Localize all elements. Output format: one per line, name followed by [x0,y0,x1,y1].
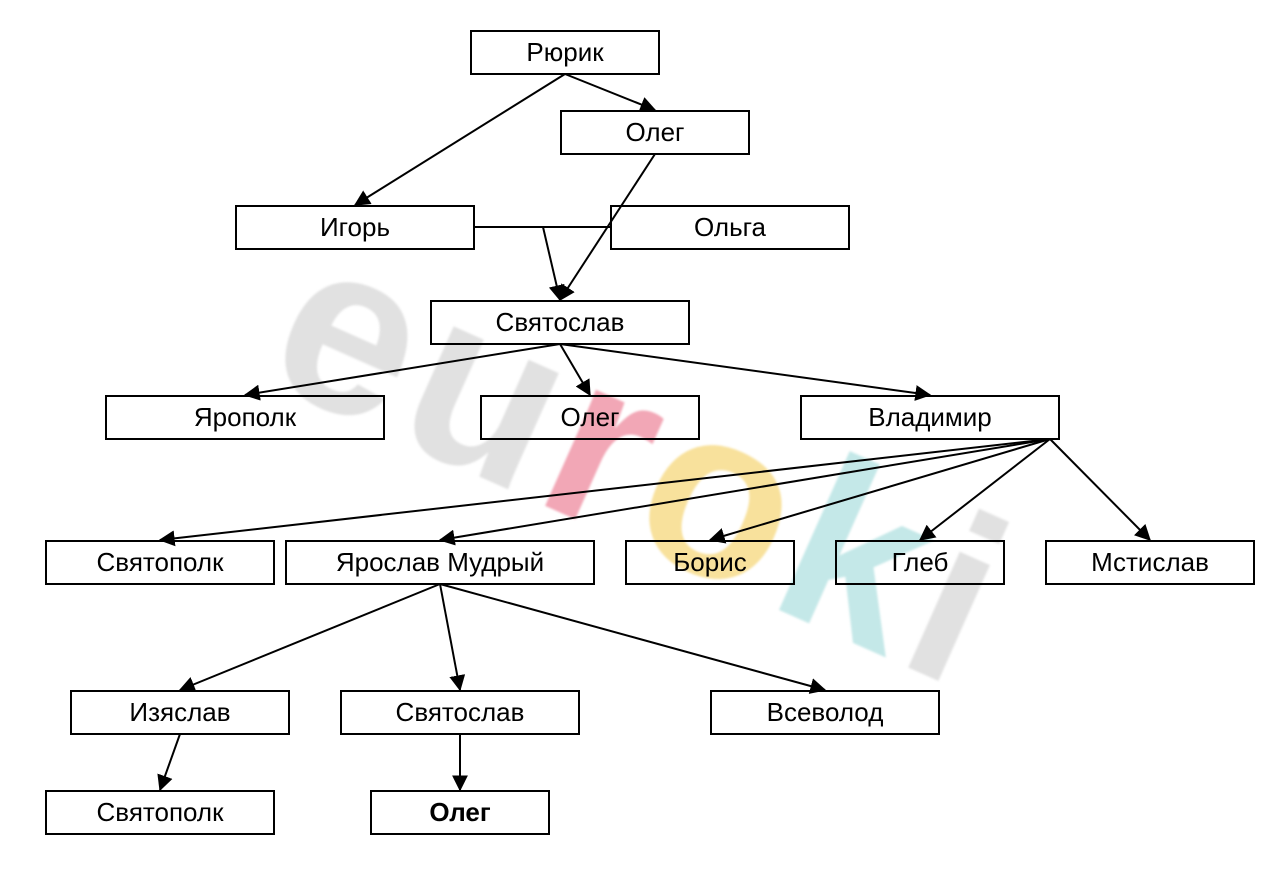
edge-svyatoslav1-vladimir [560,344,930,395]
family-tree-diagram: euroki РюрикОлегИгорьОльгаСвятославЯропо… [0,0,1288,882]
node-izyaslav: Изяслав [70,690,290,735]
node-oleg1: Олег [560,110,750,155]
node-label: Мстислав [1091,547,1209,577]
node-label: Игорь [320,212,390,242]
node-label: Владимир [868,402,992,432]
node-yaroslav: Ярослав Мудрый [285,540,595,585]
node-rurik: Рюрик [470,30,660,75]
edge-yaroslav-vsevolod [440,584,825,690]
edge-vladimir-gleb [920,439,1050,540]
node-label: Святослав [396,697,525,727]
node-label: Всеволод [767,697,884,727]
edge-vladimir-mstislav [1050,439,1150,540]
node-svyatoslav2: Святослав [340,690,580,735]
node-svyatoslav1: Святослав [430,300,690,345]
node-boris: Борис [625,540,795,585]
node-label: Олег [429,797,490,827]
node-olga: Ольга [610,205,850,250]
node-label: Олег [625,117,684,147]
node-svyatopolk2: Святополк [45,790,275,835]
node-yaropolk: Ярополк [105,395,385,440]
node-label: Святослав [496,307,625,337]
node-label: Глеб [892,547,949,577]
node-label: Святополк [97,797,224,827]
edge-izyaslav-svyatopolk2 [160,734,180,790]
node-vsevolod: Всеволод [710,690,940,735]
node-label: Ярослав Мудрый [336,547,544,577]
node-label: Святополк [97,547,224,577]
node-label: Изяслав [129,697,230,727]
edge-yaroslav-svyatoslav2 [440,584,460,690]
node-label: Олег [560,402,619,432]
node-vladimir: Владимир [800,395,1060,440]
node-label: Борис [673,547,747,577]
edge-svyatoslav1-oleg2 [560,344,590,395]
edge-yaroslav-izyaslav [180,584,440,690]
node-oleg2: Олег [480,395,700,440]
node-label: Ольга [694,212,766,242]
node-igor: Игорь [235,205,475,250]
node-svyatopolk1: Святополк [45,540,275,585]
node-label: Ярополк [194,402,296,432]
edge-igor_olga_mid-svyatoslav1 [543,227,560,300]
node-gleb: Глеб [835,540,1005,585]
edge-svyatoslav1-yaropolk [245,344,560,395]
node-label: Рюрик [526,37,603,67]
edge-rurik-oleg1 [565,74,655,110]
node-mstislav: Мстислав [1045,540,1255,585]
edge-vladimir-yaroslav [440,439,1050,540]
edge-vladimir-svyatopolk1 [160,439,1050,540]
edge-vladimir-boris [710,439,1050,540]
edge-rurik-igor [355,74,565,205]
node-oleg3: Олег [370,790,550,835]
